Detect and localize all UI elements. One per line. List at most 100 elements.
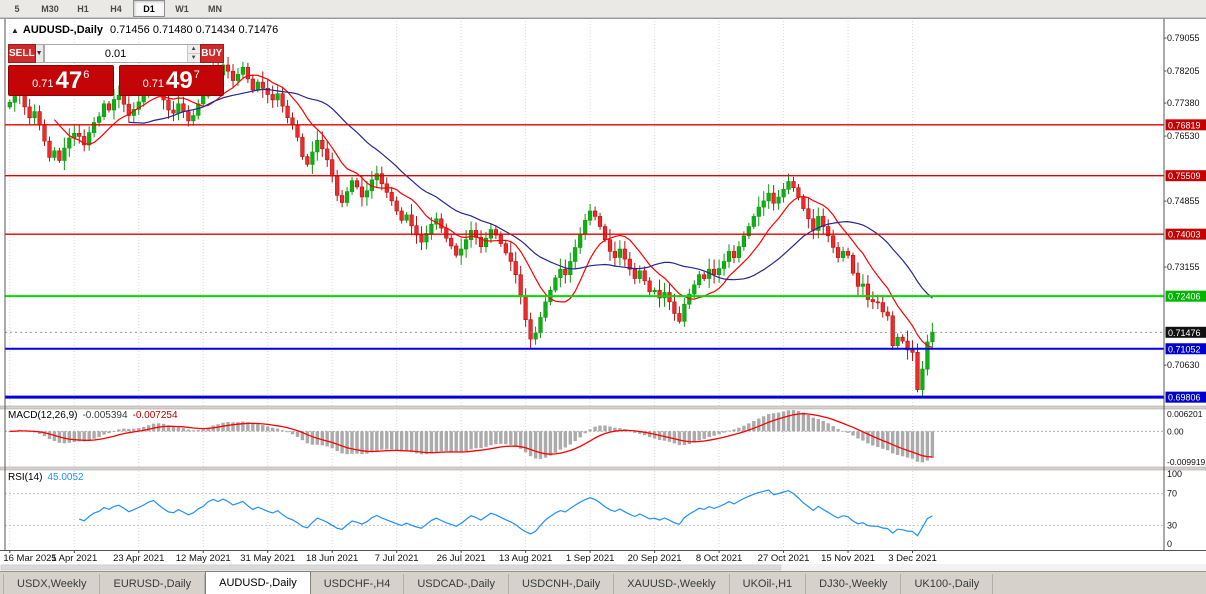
svg-text:30: 30	[1167, 520, 1177, 530]
price-badge	[1165, 343, 1206, 355]
svg-text:0.79055: 0.79055	[1167, 33, 1200, 43]
sell-price-display[interactable]: 0.71 47 6	[8, 65, 114, 96]
chart-tab-usdcad-daily[interactable]: USDCAD-,Daily	[404, 574, 509, 594]
rsi-value: 45.0052	[47, 472, 84, 483]
chart-tab-usdx-weekly[interactable]: USDX,Weekly	[3, 574, 101, 594]
svg-text:0.71052: 0.71052	[1168, 344, 1201, 354]
tf-button-mn[interactable]: MN	[208, 3, 222, 14]
date-label: 7 Jul 2021	[375, 553, 419, 564]
sell-price-prefix: 0.71	[32, 78, 54, 90]
price-axis: 0.79055 0.78205 0.77380 0.76530 0.74855 0.731…	[1164, 33, 1206, 549]
buy-button[interactable]: BUY	[199, 44, 224, 63]
svg-text:0.69806: 0.69806	[1168, 393, 1201, 403]
date-label: 18 Jun 2021	[306, 553, 358, 564]
buy-price-pipette: 7	[193, 69, 200, 81]
buy-price-digits: 49	[166, 67, 193, 94]
date-label: 13 Aug 2021	[499, 553, 552, 564]
svg-text:0.75509: 0.75509	[1168, 171, 1201, 181]
date-label: 23 Apr 2021	[113, 553, 164, 564]
ma-line	[53, 74, 933, 349]
tf-button-5[interactable]: 5	[14, 3, 20, 14]
date-label: 5 Apr 2021	[51, 553, 97, 564]
chart-tab-xauusd-weekly[interactable]: XAUUSD-,Weekly	[614, 574, 730, 594]
tf-button-d1[interactable]: D1	[133, 0, 165, 17]
chevron-down-icon: ▼	[35, 50, 43, 57]
date-label: 31 May 2021	[240, 553, 295, 564]
tf-button-h1[interactable]: H1	[77, 3, 89, 14]
lot-dropdown-button[interactable]: ▼	[35, 44, 44, 63]
svg-text:0.70630: 0.70630	[1167, 360, 1200, 370]
sell-button[interactable]: SELL	[8, 44, 36, 63]
lot-size-input[interactable]	[44, 45, 187, 62]
rsi-layer	[5, 489, 1164, 537]
svg-text:0.76530: 0.76530	[1167, 131, 1200, 141]
collapse-arrow-icon[interactable]: ▲	[11, 26, 19, 35]
chart-tab-dj30-weekly[interactable]: DJ30-,Weekly	[806, 574, 902, 594]
svg-text:0.74003: 0.74003	[1168, 230, 1201, 240]
svg-text:0.78205: 0.78205	[1167, 66, 1200, 76]
timeframe-toolbar: 5 M30 H1 H4 D1 W1 MN	[0, 0, 1206, 18]
tf-button-h4[interactable]: H4	[110, 3, 122, 14]
svg-text:100: 100	[1167, 469, 1182, 479]
macd-layer	[5, 410, 1164, 463]
tf-button-w1[interactable]: W1	[175, 3, 189, 14]
chart-tabs-bar: USDX,Weekly EURUSD-,Daily AUDUSD-,Daily USD…	[0, 571, 1206, 594]
svg-text:0.71476: 0.71476	[1168, 328, 1201, 338]
chart-tab-uk100-daily[interactable]: UK100-,Daily	[901, 574, 994, 594]
svg-text:0.77380: 0.77380	[1167, 98, 1200, 108]
svg-text:0.76819: 0.76819	[1168, 120, 1201, 130]
chart-tab-audusd-daily[interactable]: AUDUSD-,Daily	[205, 571, 311, 594]
svg-text:70: 70	[1167, 489, 1177, 499]
svg-text:0: 0	[1167, 539, 1172, 549]
macd-name: MACD(12,26,9)	[8, 410, 78, 421]
tf-button-m30[interactable]: M30	[41, 3, 59, 14]
date-label: 8 Oct 2021	[696, 553, 742, 564]
date-label: 20 Sep 2021	[628, 553, 682, 564]
lot-increase-button[interactable]: ▲	[187, 45, 200, 54]
svg-text:0.74855: 0.74855	[1167, 196, 1200, 206]
rsi-indicator-label: RSI(14) 45.0052	[8, 472, 84, 483]
price-badge	[1165, 326, 1206, 338]
date-label: 16 Mar 2021	[3, 553, 56, 564]
date-label: 26 Jul 2021	[437, 553, 486, 564]
lot-spinner: ▲ ▼	[186, 45, 200, 62]
ohlc-values: 0.71456 0.71480 0.71434 0.71476	[110, 24, 279, 36]
date-label: 12 May 2021	[176, 553, 231, 564]
lot-size-box: ▲ ▼	[43, 44, 200, 63]
lot-decrease-button[interactable]: ▼	[187, 54, 200, 62]
price-badge	[1165, 170, 1206, 182]
chart-stage: 16 Mar 2021 5 Apr 2021 23 Apr 2021 12 May 2…	[0, 18, 1206, 571]
panel-splitter[interactable]	[0, 466, 1206, 471]
panel-splitter[interactable]	[0, 405, 1206, 410]
svg-text:0.006201: 0.006201	[1167, 409, 1203, 419]
date-label: 15 Nov 2021	[821, 553, 875, 564]
price-badge	[1165, 290, 1206, 302]
sell-price-digits: 47	[55, 67, 83, 94]
chart-tab-eurusd-daily[interactable]: EURUSD-,Daily	[100, 574, 206, 594]
price-badge	[1165, 228, 1206, 240]
svg-text:0.72406: 0.72406	[1168, 292, 1201, 302]
rsi-name: RSI(14)	[8, 472, 43, 483]
buy-price-display[interactable]: 0.71 49 7	[118, 65, 224, 96]
sell-price-pipette: 6	[83, 69, 90, 81]
chart-tab-ukoil-h1[interactable]: UKOil-,H1	[730, 574, 807, 594]
svg-text:0.00: 0.00	[1167, 426, 1184, 436]
chart-tab-usdchf-h4[interactable]: USDCHF-,H4	[311, 574, 405, 594]
hlines-layer	[5, 124, 1164, 399]
h-scrollbar-thumb[interactable]	[0, 564, 782, 571]
macd-indicator-label: MACD(12,26,9) -0.005394 -0.007254	[8, 410, 178, 421]
chart-tab-usdcnh-daily[interactable]: USDCNH-,Daily	[509, 574, 615, 594]
macd-value-signal: -0.007254	[132, 410, 178, 421]
price-badge	[1165, 391, 1206, 403]
date-label: 3 Dec 2021	[888, 553, 937, 564]
macd-value-main: -0.005394	[82, 410, 128, 421]
symbol-period-label: AUDUSD-,Daily	[22, 24, 103, 36]
price-badge	[1165, 119, 1206, 131]
date-label: 1 Sep 2021	[566, 553, 615, 564]
svg-text:-0.009919: -0.009919	[1167, 457, 1206, 467]
svg-text:0.73155: 0.73155	[1167, 262, 1200, 272]
chart-title: ▲ AUDUSD-,Daily 0.71456 0.71480 0.71434 0.…	[11, 24, 278, 36]
